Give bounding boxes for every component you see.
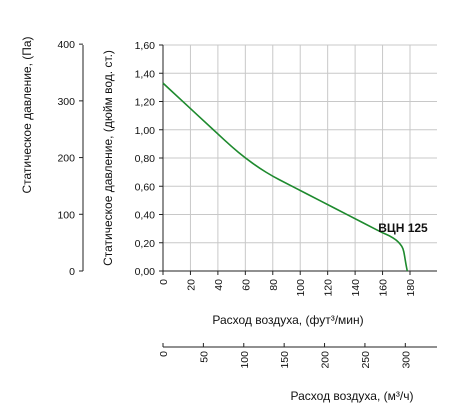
axes [79,43,437,348]
x-axis-primary-tick-label: 140 [350,279,362,297]
tick-labels: 0,00 0,20 0,40 0,60 0,80 1,00 1,20 1,40 1,60 0 20 4… [57,39,417,368]
series-line [162,82,409,272]
y-axis-primary-tick-label: 0,80 [135,153,156,165]
x-axis-secondary-tick-label: 100 [239,351,251,369]
y-axis-secondary-title: Статическое давление, (Па) [20,36,34,193]
x-axis-primary-tick-label: 0 [158,279,170,285]
x-axis-secondary-tick-label: 300 [400,351,412,369]
x-axis-primary-tick-label: 60 [240,279,252,291]
y-axis-secondary-tick-label: 100 [57,209,75,221]
y-axis-secondary-tick-label: 400 [57,39,75,51]
x-axis-primary-tick-label: 20 [185,279,197,291]
y-axis-primary-tick-label: 1,00 [135,125,156,137]
y-axis-primary-title: Статическое давление, (дюйм вод. ст.) [101,50,115,266]
x-axis-secondary-tick-label: 250 [360,351,372,369]
y-axis-primary-tick-label: 1,40 [135,68,156,80]
y-axis-primary-tick-label: 0,40 [135,210,156,222]
y-axis-secondary-tick-label: 200 [57,153,75,165]
y-axis-primary-tick-label: 0,60 [135,181,156,193]
y-axis-secondary-tick-label: 300 [57,96,75,108]
x-axis-primary-title: Расход воздуха, (фут³/мин) [212,313,363,327]
x-axis-primary-tick-label: 80 [268,279,280,291]
y-axis-primary-tick-label: 1,60 [135,40,156,52]
x-axis-primary-tick-label: 180 [405,279,417,297]
x-axis-secondary-tick-label: 50 [198,351,210,363]
series [162,82,409,272]
y-axis-secondary-tick-label: 0 [69,266,75,278]
y-axis-primary-tick-label: 0,20 [135,238,156,250]
series-label: ВЦН 125 [378,221,428,235]
x-axis-secondary-title: Расход воздуха, (м³/ч) [291,389,414,403]
x-axis-primary-tick-label: 40 [213,279,225,291]
x-axis-primary-tick-label: 120 [323,279,335,297]
x-axis-secondary-tick-label: 200 [320,351,332,369]
x-axis-primary-tick-label: 160 [378,279,390,297]
x-axis-secondary-tick-label: 150 [279,351,291,369]
y-axis-primary-tick-label: 0,00 [135,266,156,278]
grid [162,44,437,272]
y-axis-primary-tick-label: 1,20 [135,97,156,109]
x-axis-secondary-tick-label: 0 [158,351,170,357]
x-axis-primary-tick-label: 100 [295,279,307,297]
